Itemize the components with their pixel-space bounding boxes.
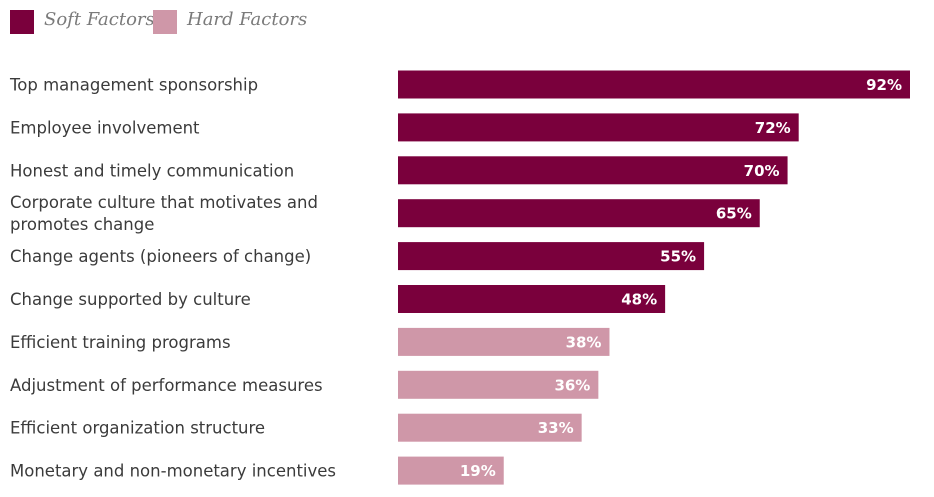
bar-employee-involvement <box>398 113 799 142</box>
bar-monetary-and-non-monetary-incentives <box>398 456 504 485</box>
bar-efficient-organization-structure <box>398 413 582 442</box>
value-label-change-supported-by-culture: 48% <box>621 291 657 309</box>
value-label-monetary-and-non-monetary-incentives: 19% <box>460 462 496 480</box>
legend-label-soft-factors: Soft Factors <box>44 9 155 30</box>
bar-corporate-culture-that-motivates-and-promotes-change <box>398 199 760 228</box>
category-label-adjustment-of-performance-measures: Adjustment of performance measures <box>10 376 323 395</box>
value-label-corporate-culture-that-motivates-and-promotes-change: 65% <box>716 205 752 223</box>
legend-swatch-soft-factors <box>10 10 34 34</box>
bar-top-management-sponsorship <box>398 70 910 99</box>
category-label-efficient-organization-structure: Efficient organization structure <box>10 419 265 438</box>
category-label-efficient-training-programs: Efficient training programs <box>10 333 231 352</box>
value-label-employee-involvement: 72% <box>755 119 791 137</box>
value-label-adjustment-of-performance-measures: 36% <box>554 376 590 394</box>
category-label-monetary-and-non-monetary-incentives: Monetary and non-monetary incentives <box>10 462 336 481</box>
category-label-honest-and-timely-communication: Honest and timely communication <box>10 161 294 180</box>
bar-change-supported-by-culture <box>398 285 666 313</box>
category-label-top-management-sponsorship: Top management sponsorship <box>9 76 258 95</box>
legend-swatch-hard-factors <box>153 10 177 34</box>
bar-change-agents-pioneers-of-change <box>398 242 705 271</box>
bar-efficient-training-programs <box>398 327 610 356</box>
value-label-efficient-training-programs: 38% <box>566 333 602 351</box>
bar-honest-and-timely-communication <box>398 156 788 185</box>
category-label-corporate-culture-that-motivates-and-promotes-change-line-1: Corporate culture that motivates and <box>10 193 318 212</box>
legend-label-hard-factors: Hard Factors <box>187 9 308 30</box>
category-label-corporate-culture-that-motivates-and-promotes-change-line-2: promotes change <box>10 215 154 234</box>
value-label-change-agents-pioneers-of-change: 55% <box>660 248 696 266</box>
category-label-change-agents-pioneers-of-change: Change agents (pioneers of change) <box>10 247 311 266</box>
value-label-honest-and-timely-communication: 70% <box>744 162 780 180</box>
category-label-change-supported-by-culture: Change supported by culture <box>10 290 251 309</box>
value-label-efficient-organization-structure: 33% <box>538 419 574 437</box>
category-label-employee-involvement: Employee involvement <box>10 118 200 137</box>
value-label-top-management-sponsorship: 92% <box>866 76 902 94</box>
bar-adjustment-of-performance-measures <box>398 370 599 399</box>
